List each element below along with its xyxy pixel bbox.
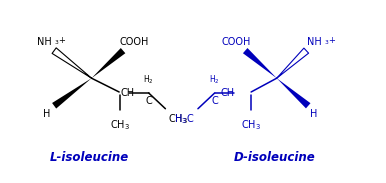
Text: H$_3$C: H$_3$C — [174, 113, 194, 126]
Text: $_3$+: $_3$+ — [54, 35, 66, 47]
Text: H$_2$: H$_2$ — [209, 74, 220, 86]
Text: D-isoleucine: D-isoleucine — [234, 151, 316, 164]
Text: C: C — [211, 96, 218, 106]
Polygon shape — [91, 48, 125, 78]
Text: H: H — [42, 109, 50, 119]
Text: COOH: COOH — [222, 37, 251, 47]
Polygon shape — [277, 78, 310, 108]
Text: CH$_3$: CH$_3$ — [168, 113, 188, 126]
Polygon shape — [52, 78, 91, 109]
Text: H$_2$: H$_2$ — [143, 74, 154, 86]
Text: $_3$+: $_3$+ — [324, 35, 336, 47]
Text: NH: NH — [307, 37, 322, 47]
Text: COOH: COOH — [119, 37, 149, 47]
Text: CH: CH — [120, 88, 134, 98]
Text: CH$_3$: CH$_3$ — [110, 119, 130, 132]
Polygon shape — [243, 48, 277, 78]
Text: CH: CH — [220, 88, 234, 98]
Text: NH: NH — [37, 37, 52, 47]
Text: H: H — [310, 109, 318, 119]
Text: L-isoleucine: L-isoleucine — [50, 151, 129, 164]
Text: CH$_3$: CH$_3$ — [241, 119, 261, 132]
Text: C: C — [145, 96, 152, 106]
